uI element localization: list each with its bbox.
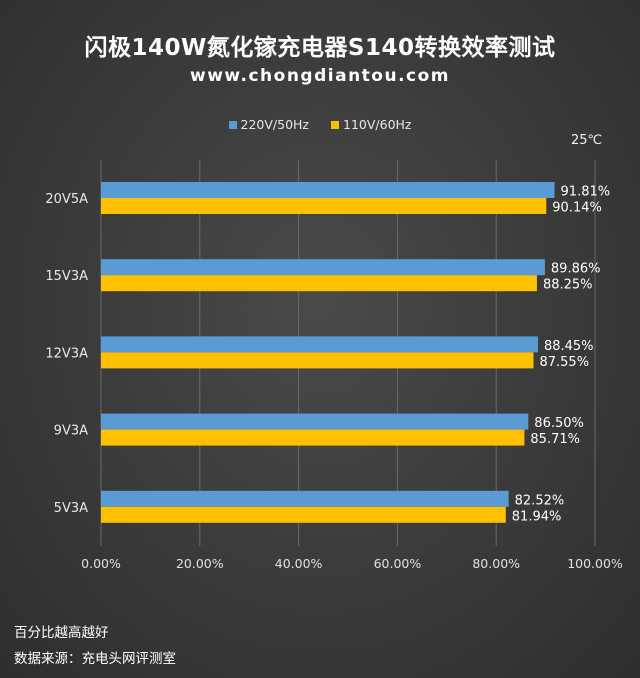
legend-swatch-220v	[228, 120, 237, 129]
x-tick-label-2: 40.00%	[275, 556, 323, 571]
footnote-data-source: 数据来源：充电头网评测室	[14, 651, 176, 667]
data-label-220v-3: 86.50%	[534, 416, 584, 431]
x-tick-label-4: 80.00%	[472, 556, 520, 571]
x-tick-label-0: 0.00%	[81, 556, 121, 571]
data-label-220v-0: 91.81%	[561, 185, 611, 200]
bar-110v-1	[101, 275, 537, 292]
bar-220v-0	[101, 182, 555, 198]
bar-220v-2	[101, 336, 538, 353]
x-tick-label-1: 20.00%	[176, 556, 224, 571]
data-label-110v-3: 85.71%	[530, 432, 580, 447]
legend-item-110v: 110V/60Hz	[331, 117, 412, 132]
data-label-220v-2: 88.45%	[544, 339, 594, 354]
bar-110v-0	[101, 198, 547, 214]
bar-220v-1	[101, 259, 545, 276]
legend-swatch-110v	[331, 120, 339, 129]
legend-label-220v: 220V/50Hz	[240, 117, 310, 132]
bar-220v-3	[101, 413, 529, 430]
bar-110v-3	[101, 429, 525, 446]
legend: 220V/50Hz 110V/60Hz	[0, 117, 640, 132]
category-label-2: 12V3A	[45, 346, 88, 361]
footnote-higher-better: 百分比越高越好	[14, 625, 109, 641]
category-label-1: 15V3A	[45, 269, 88, 284]
data-label-220v-1: 89.86%	[551, 262, 601, 277]
data-label-110v-0: 90.14%	[552, 201, 602, 216]
category-label-4: 5V3A	[54, 501, 88, 516]
x-tick-label-5: 100.00%	[567, 556, 623, 571]
data-label-110v-4: 81.94%	[512, 509, 562, 524]
legend-label-110v: 110V/60Hz	[343, 117, 412, 132]
category-label-3: 9V3A	[54, 424, 88, 439]
data-label-110v-2: 87.55%	[539, 355, 589, 370]
data-label-220v-4: 82.52%	[515, 493, 565, 508]
data-label-110v-1: 88.25%	[543, 278, 593, 293]
category-label-0: 20V5A	[45, 192, 88, 207]
bar-110v-2	[101, 352, 534, 369]
chart-subtitle: www.chongdiantou.com	[189, 66, 451, 86]
temperature-annotation: 25℃	[571, 133, 603, 148]
chart-title: 闪极140W氮化镓充电器S140转换效率测试	[84, 35, 556, 61]
x-tick-label-3: 60.00%	[374, 556, 422, 571]
bar-220v-4	[101, 490, 509, 507]
legend-item-220v: 220V/50Hz	[228, 117, 310, 132]
bar-110v-4	[101, 506, 506, 523]
